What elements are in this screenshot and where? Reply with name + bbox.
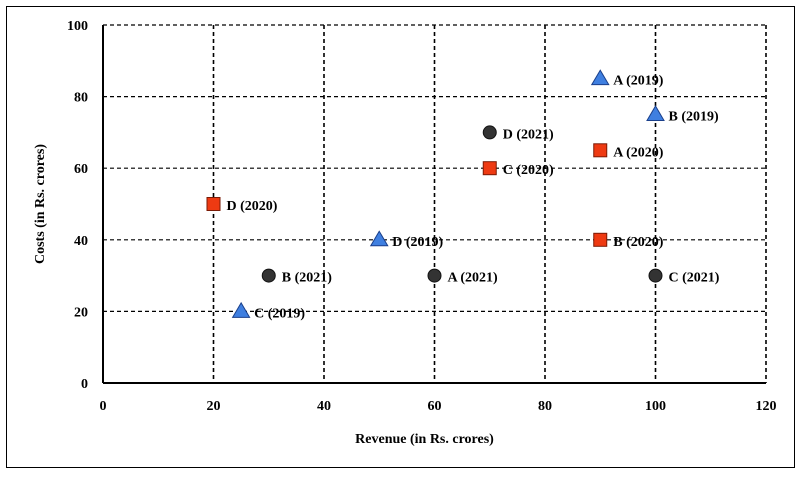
point-label: B (2019)	[669, 110, 720, 125]
point-label: C (2020)	[503, 163, 554, 178]
data-point	[593, 232, 608, 247]
y-axis-title: Costs (in Rs. crores)	[33, 144, 48, 264]
point-label: A (2019)	[613, 74, 664, 89]
data-point	[482, 161, 497, 176]
point-label: D (2020)	[227, 199, 278, 214]
x-axis-title: Revenue (in Rs. crores)	[355, 432, 494, 447]
x-tick-label: 20	[207, 399, 221, 414]
data-point	[648, 268, 663, 283]
data-point	[261, 268, 276, 283]
point-label: D (2019)	[392, 235, 443, 250]
data-point	[231, 301, 251, 318]
x-tick-label: 80	[538, 399, 552, 414]
y-tick-label: 60	[74, 162, 88, 177]
y-tick-label: 20	[74, 305, 88, 320]
data-point	[427, 268, 442, 283]
data-point	[646, 105, 665, 121]
point-label: D (2021)	[503, 127, 554, 142]
data-points	[206, 69, 665, 318]
point-label: C (2019)	[254, 306, 305, 321]
point-label: C (2021)	[669, 271, 720, 286]
point-label: A (2020)	[613, 145, 664, 160]
y-tick-label: 100	[67, 19, 88, 34]
chart-frame	[6, 6, 795, 468]
point-label: A (2021)	[448, 271, 499, 286]
y-tick-label: 0	[81, 377, 88, 392]
x-tick-label: 100	[645, 399, 666, 414]
data-point	[206, 197, 221, 211]
data-point	[369, 230, 389, 247]
point-label: B (2021)	[282, 271, 333, 286]
data-point	[593, 143, 608, 158]
x-tick-label: 40	[317, 399, 331, 414]
y-tick-label: 40	[74, 234, 88, 249]
x-tick-label: 120	[756, 399, 777, 414]
grid	[103, 24, 767, 383]
point-label: B (2020)	[613, 235, 664, 250]
x-tick-label: 0	[100, 399, 107, 414]
data-point	[590, 69, 610, 86]
plot-axes	[102, 25, 766, 384]
point-labels: A (2019) B (2019) C (2019) D (2019) A (2020)…	[227, 74, 720, 322]
x-tick-label: 60	[428, 399, 442, 414]
data-point	[482, 125, 497, 140]
tick-labels: 0 20 40 60 80 100 120 0 20 40 60 80 100	[67, 19, 777, 414]
y-tick-label: 80	[74, 91, 88, 106]
